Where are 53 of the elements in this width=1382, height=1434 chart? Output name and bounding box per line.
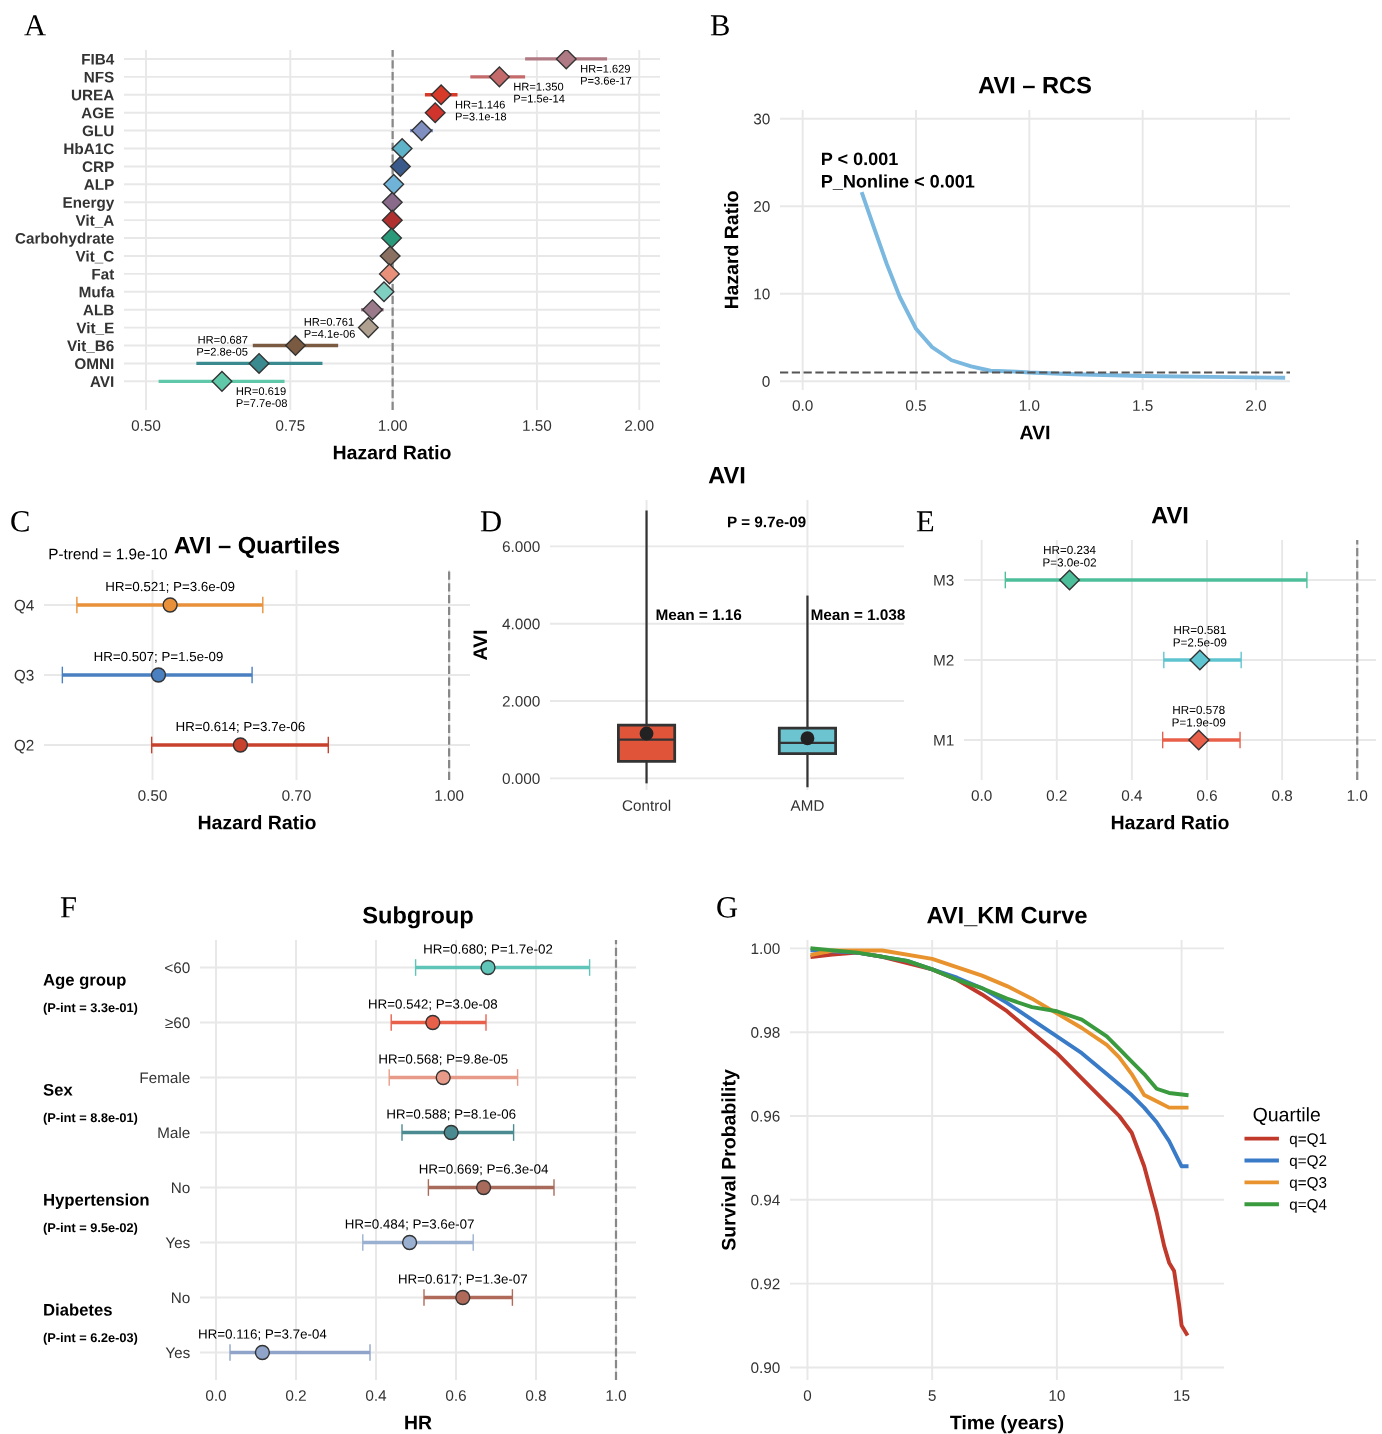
chart-title: AVI – RCS bbox=[978, 76, 1091, 94]
point bbox=[381, 191, 403, 213]
annotation: P < 0.001 bbox=[822, 152, 898, 166]
y-axis-title: AVI bbox=[473, 630, 487, 661]
point bbox=[389, 155, 411, 177]
text: Diabetes bbox=[44, 1303, 112, 1316]
text: Hypertension bbox=[44, 1193, 149, 1210]
point bbox=[455, 1289, 471, 1306]
point bbox=[401, 1234, 418, 1251]
point bbox=[373, 281, 395, 303]
text: B bbox=[710, 15, 729, 36]
point bbox=[435, 1069, 451, 1086]
point bbox=[357, 317, 379, 339]
text: Sex bbox=[43, 1083, 73, 1096]
point bbox=[381, 227, 403, 249]
point bbox=[430, 84, 452, 106]
text: C bbox=[11, 511, 29, 532]
y-axis-title: Survival Probability bbox=[721, 1069, 740, 1251]
point bbox=[425, 1014, 441, 1031]
point bbox=[443, 1124, 459, 1141]
chart-title: AVI bbox=[1151, 507, 1188, 524]
annotation: P_Nonline < 0.001 bbox=[822, 174, 975, 190]
x-axis-title: Hazard Ratio bbox=[198, 815, 316, 830]
chart-title: Subgroup bbox=[362, 906, 473, 929]
point bbox=[379, 245, 401, 267]
text: A bbox=[24, 15, 46, 36]
text: Age group bbox=[43, 974, 126, 990]
point bbox=[480, 959, 496, 976]
point bbox=[383, 173, 405, 195]
line-series bbox=[810, 950, 1189, 1336]
text: D bbox=[480, 511, 501, 532]
y-axis-title: Hazard Ratio bbox=[724, 191, 739, 309]
chart-title: AVI bbox=[708, 467, 745, 484]
point bbox=[424, 102, 446, 124]
text: E bbox=[916, 511, 934, 532]
x-axis-title: Hazard Ratio bbox=[1111, 815, 1229, 830]
point bbox=[381, 209, 403, 231]
text: G bbox=[717, 897, 738, 918]
x-axis-title: AVI bbox=[1019, 425, 1050, 440]
point bbox=[475, 1179, 492, 1196]
x-axis-title: Hazard Ratio bbox=[333, 445, 451, 460]
point bbox=[411, 120, 433, 142]
x-axis-title: Time (years) bbox=[950, 1415, 1064, 1434]
chart-title: AVI_KM Curve bbox=[927, 906, 1087, 927]
point bbox=[378, 263, 400, 285]
legend-title: Quartile bbox=[1253, 1107, 1320, 1125]
point bbox=[391, 137, 413, 160]
text: F bbox=[60, 897, 76, 918]
point bbox=[254, 1344, 271, 1361]
chart-title: AVI – Quartiles bbox=[174, 536, 340, 558]
x-axis-title: HR bbox=[405, 1415, 432, 1430]
line-series bbox=[860, 192, 1286, 380]
point bbox=[361, 299, 384, 321]
